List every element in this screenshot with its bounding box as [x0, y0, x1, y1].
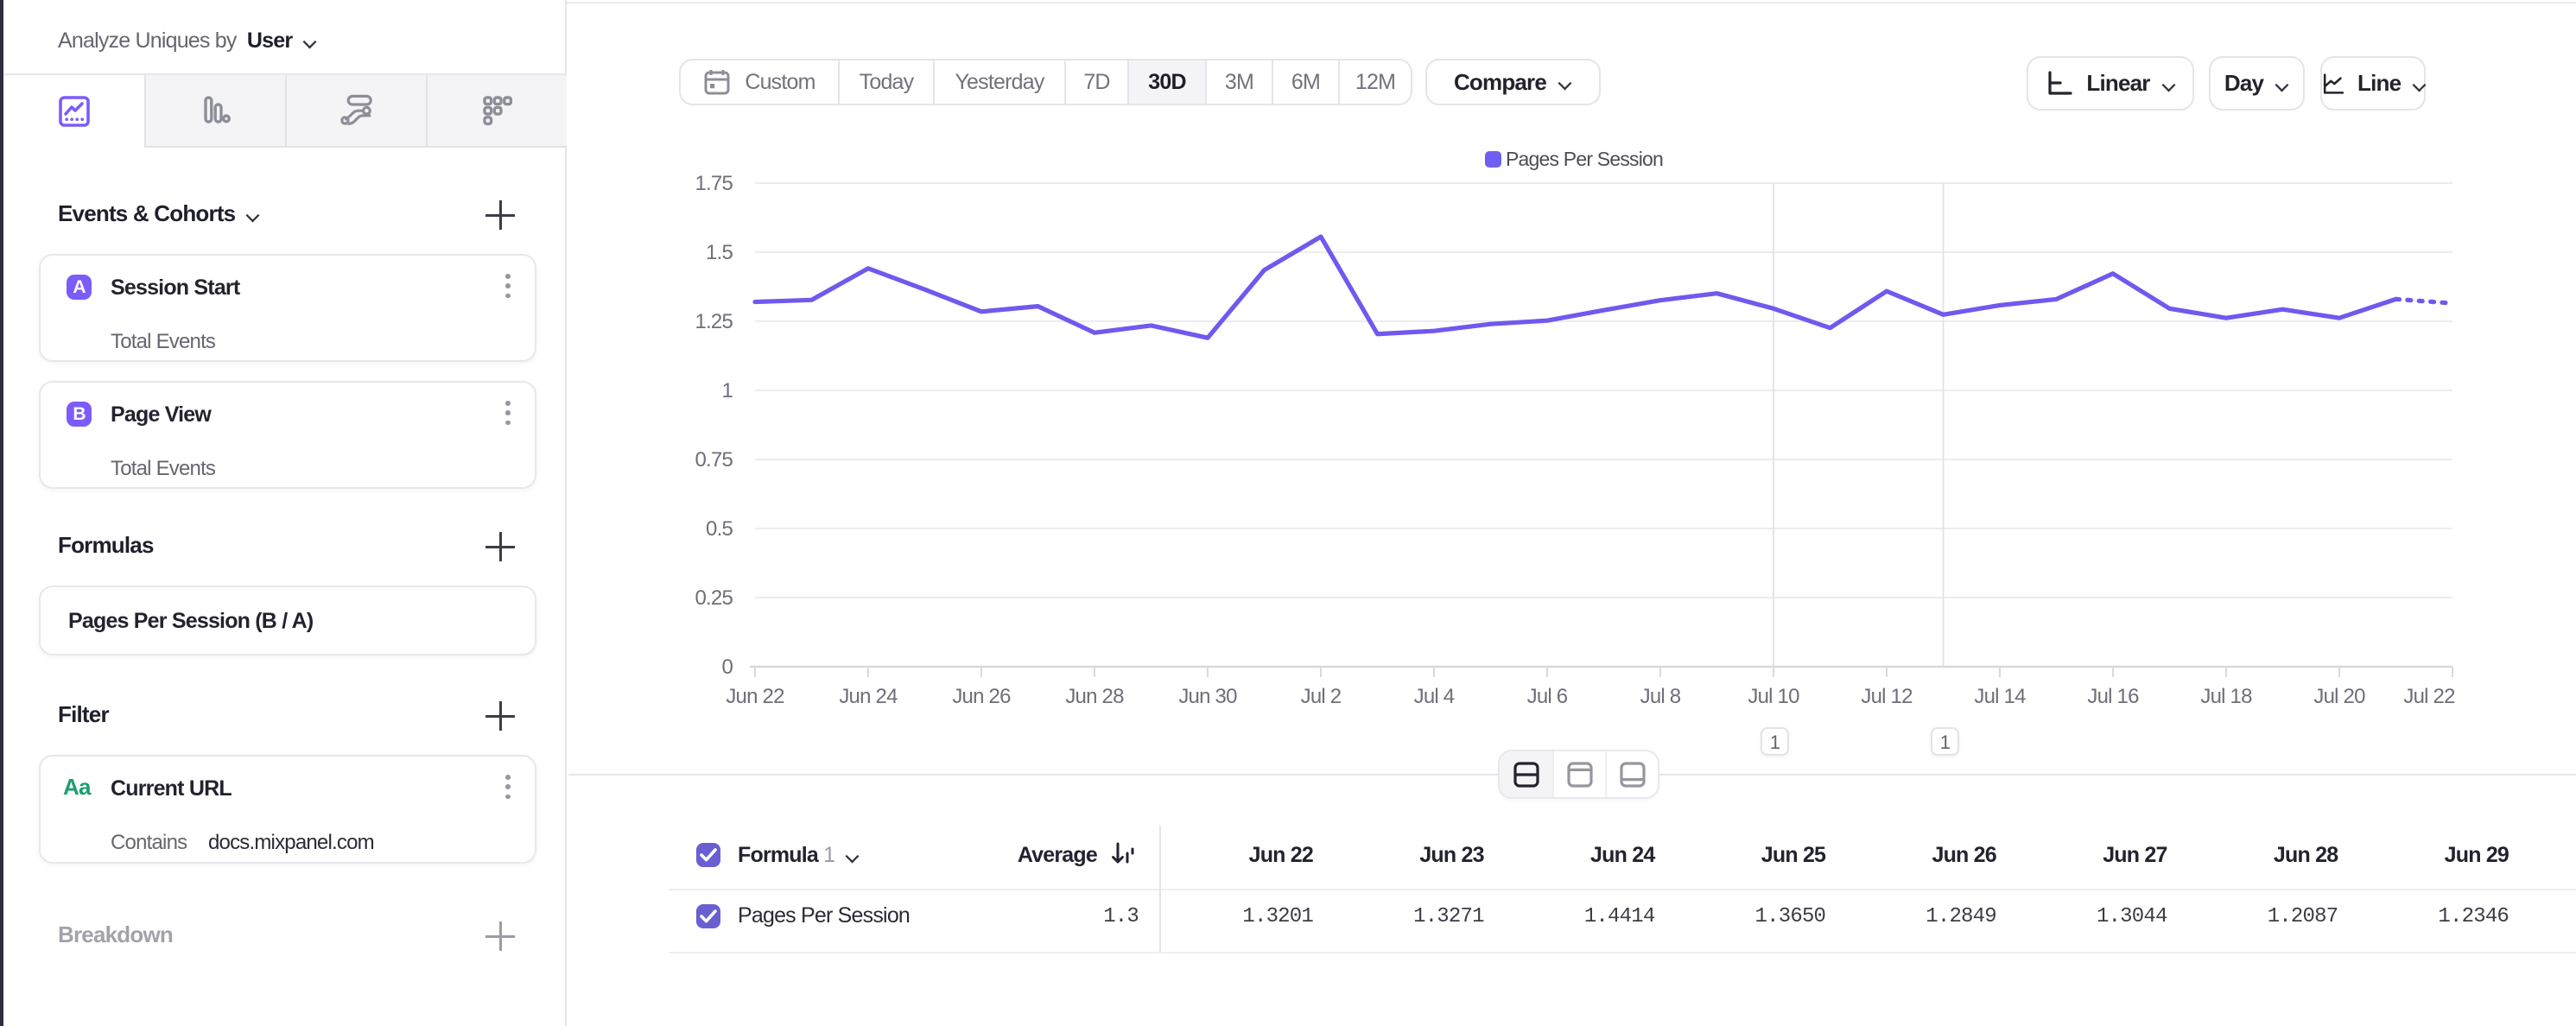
svg-text:Jul 20: Jul 20: [2313, 685, 2365, 708]
svg-text:Jul 6: Jul 6: [1527, 685, 1568, 708]
svg-text:Jul 18: Jul 18: [2200, 685, 2252, 708]
svg-text:Jul 10: Jul 10: [1748, 685, 1799, 708]
svg-text:Jul 12: Jul 12: [1861, 685, 1913, 708]
svg-text:1.75: 1.75: [695, 172, 733, 195]
svg-text:0.25: 0.25: [695, 586, 733, 610]
svg-text:Jul 22: Jul 22: [2403, 685, 2455, 708]
svg-text:Jun 28: Jun 28: [1065, 685, 1124, 708]
svg-text:Jul 8: Jul 8: [1640, 685, 1681, 708]
svg-text:1.5: 1.5: [706, 241, 733, 264]
svg-text:1: 1: [721, 379, 733, 402]
svg-text:Jul 14: Jul 14: [1974, 685, 2026, 708]
svg-text:0.5: 0.5: [706, 517, 733, 541]
svg-text:Jun 22: Jun 22: [726, 685, 784, 708]
svg-text:Jun 24: Jun 24: [839, 685, 898, 708]
svg-text:Jul 4: Jul 4: [1414, 685, 1455, 708]
svg-text:1.25: 1.25: [695, 310, 733, 333]
svg-text:Jun 26: Jun 26: [952, 685, 1011, 708]
svg-text:Jun 30: Jun 30: [1178, 685, 1237, 708]
svg-text:0.75: 0.75: [695, 448, 733, 472]
svg-text:0: 0: [721, 656, 733, 679]
svg-text:Jul 16: Jul 16: [2087, 685, 2139, 708]
svg-text:Jul 2: Jul 2: [1301, 685, 1342, 708]
